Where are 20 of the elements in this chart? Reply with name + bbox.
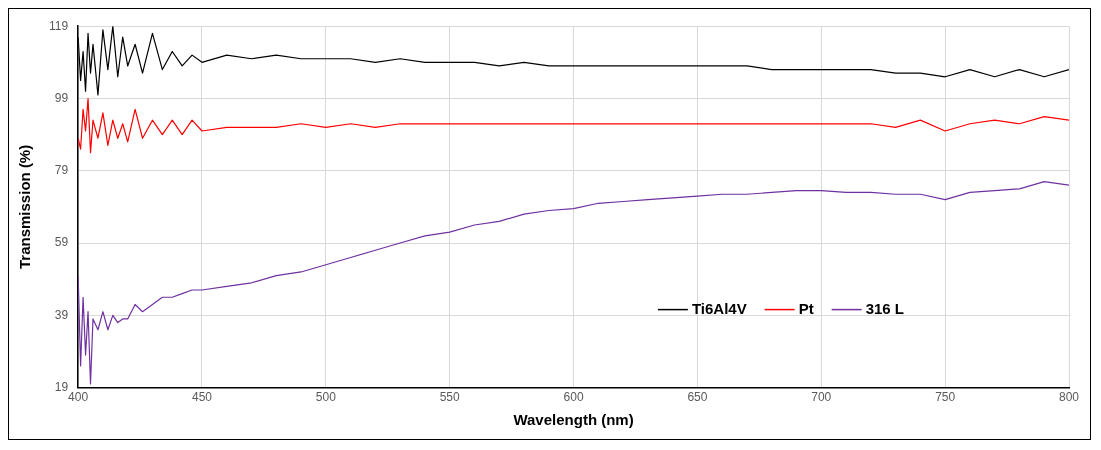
y-tick-label: 39: [54, 307, 69, 322]
x-tick-label: 600: [563, 390, 584, 405]
x-axis-title: Wavelength (nm): [513, 411, 634, 429]
y-tick-label: 99: [54, 90, 69, 105]
x-tick-label: 500: [315, 390, 337, 405]
y-tick-label: 59: [54, 235, 69, 250]
x-tick-label: 400: [68, 390, 89, 405]
x-tick-label: 450: [191, 390, 213, 405]
x-tick-label: 800: [1058, 390, 1080, 405]
legend-label: Pt: [798, 299, 814, 317]
x-tick-label: 750: [935, 390, 956, 405]
legend-label: Ti6Al4V: [691, 299, 747, 317]
x-tick-label: 700: [811, 390, 832, 405]
x-tick-label: 550: [439, 390, 461, 405]
y-tick-label: 19: [54, 379, 69, 394]
y-tick-label: 79: [54, 163, 69, 178]
legend-label: 316 L: [865, 299, 904, 317]
y-tick-label: 119: [48, 18, 69, 33]
x-tick-label: 650: [687, 390, 708, 405]
y-axis-title: Transmission (%): [16, 144, 34, 269]
